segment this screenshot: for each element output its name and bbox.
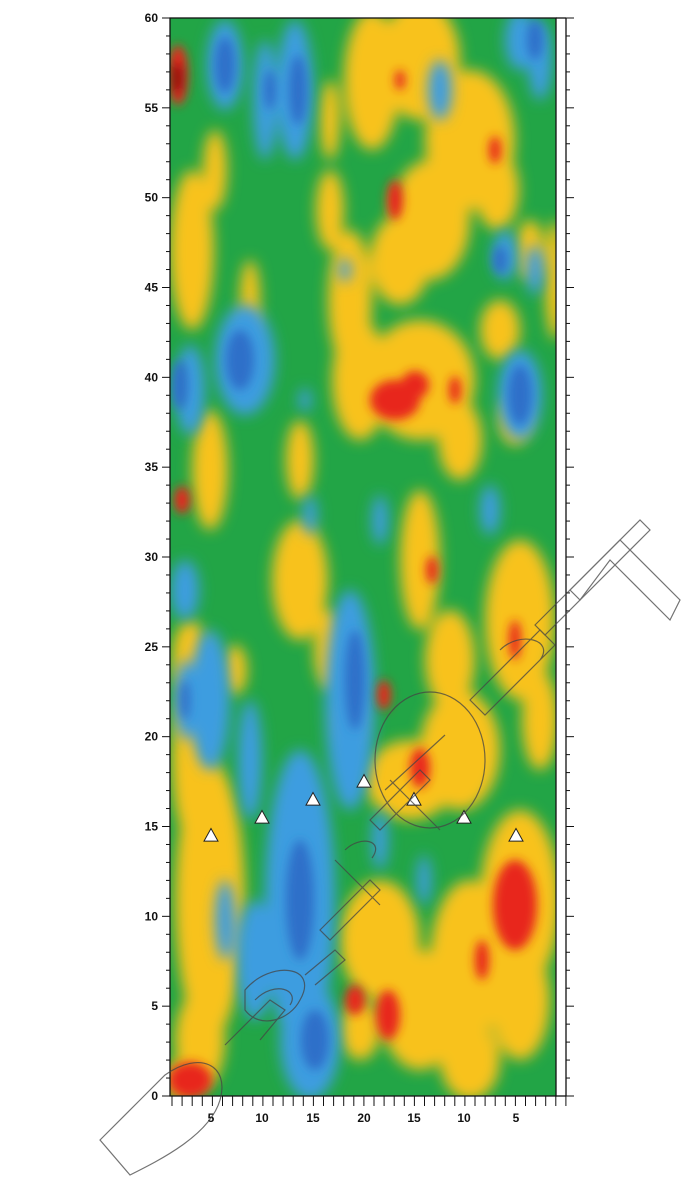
cold-blob — [508, 365, 532, 425]
cold-blob — [172, 360, 188, 410]
cool-blob — [237, 900, 273, 1020]
cold-blob — [493, 246, 507, 274]
cool-blob — [339, 258, 351, 282]
x-tick-label: 15 — [306, 1111, 320, 1125]
cold-blob — [345, 630, 365, 730]
cool-blob — [303, 495, 317, 535]
y-tick-label: 50 — [145, 191, 159, 205]
watermark-draft-only — [99, 519, 681, 1176]
heatmap-field — [170, 18, 556, 1096]
warm-blob — [490, 940, 550, 1060]
hot-blob — [395, 70, 405, 90]
y-tick-label: 25 — [145, 640, 159, 654]
x-tick-label: 10 — [255, 1111, 269, 1125]
hot-blob — [426, 556, 438, 584]
y-tick-label: 0 — [151, 1089, 158, 1103]
cool-blob — [505, 18, 535, 70]
warm-blob — [400, 490, 440, 630]
warm-blob — [522, 670, 556, 770]
cool-blob — [238, 700, 262, 820]
cool-blob — [372, 810, 388, 870]
cold-blob — [180, 680, 190, 720]
x-tick-label: 20 — [357, 1111, 371, 1125]
cold-anomalies — [172, 20, 543, 1070]
hot-blob — [475, 940, 489, 980]
y-tick-label: 20 — [145, 730, 159, 744]
cool-blob — [428, 60, 452, 120]
triangle-marker — [305, 791, 321, 806]
cool-blob — [215, 880, 235, 960]
y-tick-label: 5 — [151, 999, 158, 1013]
cold-blob — [301, 1010, 329, 1070]
cold-blob — [289, 55, 307, 125]
warm-blob — [370, 215, 430, 305]
cool-blob — [190, 630, 230, 770]
cold-blob — [264, 70, 276, 110]
hot-blob — [410, 748, 430, 788]
hot-blob — [401, 371, 429, 399]
x-tick-label: 15 — [407, 1111, 421, 1125]
warm-blob — [316, 170, 344, 250]
y-tick-label: 60 — [145, 11, 159, 25]
hot-blob — [376, 990, 400, 1040]
x-tick-label: 10 — [457, 1111, 471, 1125]
hot-blob — [449, 376, 461, 404]
warm-blob — [340, 1000, 380, 1060]
triangle-marker — [508, 827, 524, 842]
cool-blob — [171, 560, 199, 620]
warm-blob — [175, 760, 245, 1040]
axes — [162, 17, 574, 1106]
y-tick-label: 30 — [145, 550, 159, 564]
hot-core — [171, 62, 183, 94]
warm-blob — [485, 540, 555, 700]
survey-markers — [203, 773, 524, 842]
hot-blob — [489, 136, 501, 164]
cool-blob — [299, 388, 311, 412]
hot-blob — [493, 860, 537, 950]
hot-blob — [174, 486, 190, 514]
cold-blob — [215, 37, 235, 93]
hot-anomalies — [170, 45, 537, 1096]
triangle-marker — [203, 827, 219, 842]
warm-blob — [203, 130, 227, 210]
warm-blob — [286, 420, 314, 500]
warm-blob — [320, 80, 340, 160]
cool-blob — [480, 485, 500, 535]
warm-blob — [438, 400, 482, 480]
hot-blob — [377, 680, 391, 710]
warm-blob — [475, 150, 519, 230]
y-tick-label: 15 — [145, 820, 159, 834]
y-tick-label: 40 — [145, 370, 159, 384]
hot-blob — [509, 620, 521, 660]
warm-blob — [425, 610, 475, 710]
warm-blob — [170, 170, 214, 330]
y-tick-label: 55 — [145, 101, 159, 115]
cool-blob — [372, 495, 388, 545]
cool-blob — [526, 245, 544, 295]
y-tick-labels: 0 5 10 15 20 25 30 35 40 45 50 55 60 — [145, 11, 159, 1103]
warm-blob — [480, 300, 520, 360]
warm-blob — [272, 520, 328, 640]
hot-blob — [387, 180, 403, 220]
hot-blob — [345, 985, 365, 1015]
triangle-marker — [254, 809, 270, 824]
x-tick-label: 5 — [513, 1111, 520, 1125]
y-tick-label: 45 — [145, 281, 159, 295]
cold-blob — [527, 20, 543, 60]
warm-blob — [192, 410, 228, 530]
cold-blob — [226, 330, 254, 390]
warm-blob — [440, 1020, 500, 1096]
y-tick-label: 35 — [145, 460, 159, 474]
hot-blob — [170, 1062, 212, 1096]
cold-blob — [286, 840, 314, 960]
x-tick-labels: 5 10 15 20 15 10 5 — [208, 1111, 520, 1125]
triangle-marker — [356, 773, 372, 788]
warm-blob — [545, 220, 556, 340]
cool-blob — [417, 855, 431, 905]
y-tick-label: 10 — [145, 909, 159, 923]
